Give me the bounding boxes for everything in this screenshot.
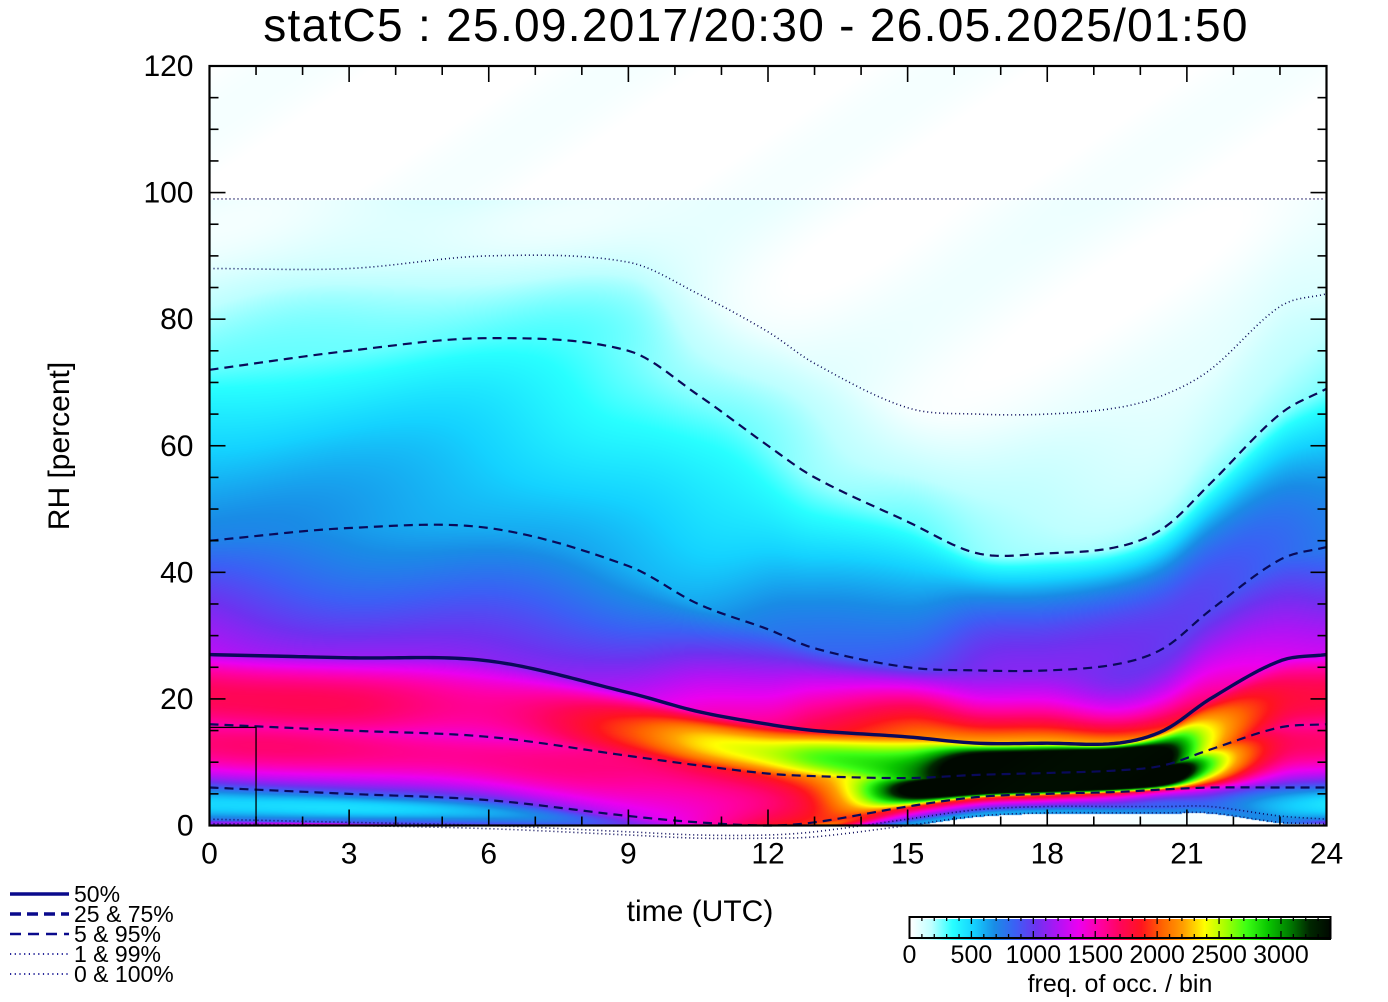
svg-text:120: 120: [143, 50, 193, 83]
svg-text:3000: 3000: [1253, 941, 1309, 969]
svg-text:20: 20: [160, 683, 193, 716]
svg-text:500: 500: [951, 941, 993, 969]
svg-text:100: 100: [143, 177, 193, 210]
svg-text:1000: 1000: [1006, 941, 1062, 969]
svg-text:24: 24: [1310, 838, 1343, 871]
svg-text:0 & 100%: 0 & 100%: [74, 961, 174, 987]
svg-text:2000: 2000: [1129, 941, 1185, 969]
svg-text:18: 18: [1031, 838, 1064, 871]
svg-text:0: 0: [903, 941, 917, 969]
svg-text:0: 0: [177, 810, 194, 843]
svg-text:9: 9: [620, 838, 637, 871]
svg-text:freq. of occ. / bin: freq. of occ. / bin: [1028, 970, 1213, 998]
svg-text:6: 6: [480, 838, 497, 871]
svg-text:1500: 1500: [1067, 941, 1123, 969]
svg-text:15: 15: [891, 838, 924, 871]
svg-text:60: 60: [160, 430, 193, 463]
svg-text:2500: 2500: [1191, 941, 1247, 969]
svg-text:12: 12: [751, 838, 784, 871]
svg-text:0: 0: [201, 838, 218, 871]
svg-text:40: 40: [160, 556, 193, 589]
svg-text:80: 80: [160, 303, 193, 336]
svg-text:3: 3: [341, 838, 358, 871]
svg-text:21: 21: [1170, 838, 1203, 871]
